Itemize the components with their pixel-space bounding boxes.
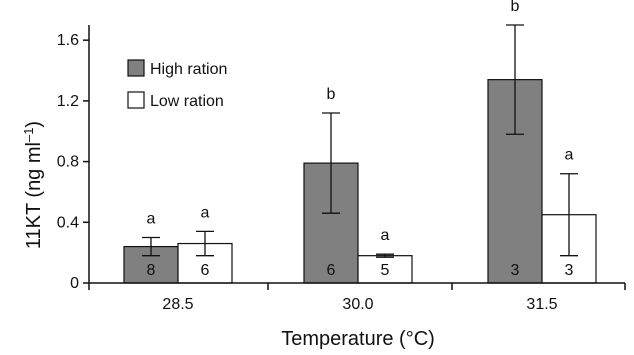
legend-swatch <box>127 59 145 77</box>
y-tick-label: 1.6 <box>57 32 79 49</box>
y-axis-title-superscript: –1 <box>21 128 36 142</box>
significance-letter: a <box>381 227 390 244</box>
legend: High ration Low ration <box>127 59 227 110</box>
x-tick-label: 28.5 <box>162 296 193 313</box>
sample-size-label: 6 <box>327 262 336 279</box>
y-axis-title: 11KT (ng ml–1) <box>21 121 46 249</box>
significance-letter: b <box>511 0 520 15</box>
legend-label: Low ration <box>150 93 224 110</box>
y-tick-label: 1.2 <box>57 93 79 110</box>
sample-size-label: 3 <box>565 262 574 279</box>
y-tick-label: 0.4 <box>57 214 79 231</box>
y-tick-label: 0 <box>70 275 79 292</box>
y-tick-label: 0.8 <box>57 154 79 171</box>
significance-letter: a <box>565 147 574 164</box>
significance-letter: a <box>201 204 210 221</box>
legend-swatch <box>127 91 145 109</box>
plot-area: a 8 b 6 b 3 a 6 a 5 a 3 <box>123 0 597 284</box>
x-tick-label: 31.5 <box>526 296 557 313</box>
x-tick-label: 30.0 <box>342 296 373 313</box>
significance-letter: a <box>147 210 156 227</box>
significance-letter: b <box>327 86 336 103</box>
legend-label: High ration <box>150 61 227 78</box>
y-axis: 0 0.4 0.8 1.2 1.6 <box>57 25 90 292</box>
sample-size-label: 6 <box>201 262 210 279</box>
sample-size-label: 3 <box>511 262 520 279</box>
x-axis-title: Temperature (°C) <box>281 328 435 350</box>
sample-size-label: 8 <box>147 262 156 279</box>
sample-size-label: 5 <box>381 262 390 279</box>
y-axis-title-main: 11KT (ng ml <box>23 142 45 249</box>
x-axis: 28.5 30.0 31.5 <box>88 282 626 313</box>
y-axis-title-close: ) <box>23 121 45 128</box>
